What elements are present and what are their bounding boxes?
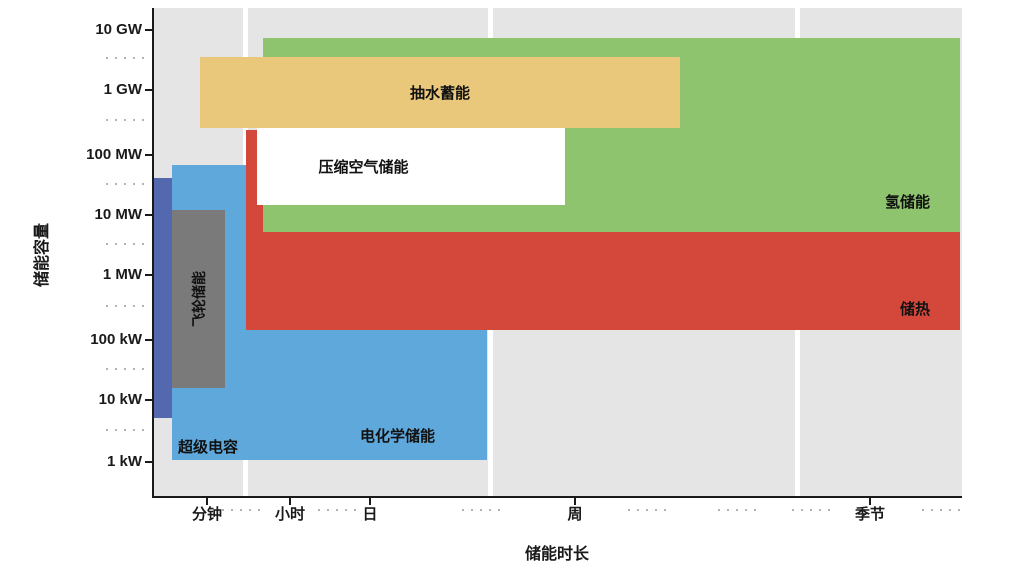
minor-tick-marks — [318, 509, 356, 511]
minor-tick-marks — [222, 509, 260, 511]
x-tick — [206, 498, 208, 505]
y-tick-label: 10 kW — [98, 391, 142, 408]
x-tick-label: 日 — [362, 506, 378, 523]
minor-tick-marks — [106, 57, 144, 59]
x-tick-label: 分钟 — [191, 506, 222, 523]
x-tick-label: 周 — [567, 506, 583, 523]
y-tick — [145, 214, 152, 216]
y-tick-label: 10 GW — [95, 21, 142, 38]
minor-tick-marks — [106, 429, 144, 431]
region-label-electrochemical: 电化学储能 — [360, 428, 436, 445]
x-tick — [369, 498, 371, 505]
minor-tick-marks — [462, 509, 500, 511]
region-caes: 压缩空气储能 — [257, 128, 565, 205]
x-tick — [574, 498, 576, 505]
minor-tick-marks — [106, 183, 144, 185]
y-tick — [145, 154, 152, 156]
plot-area: 电化学储能 储热 氢储能 抽水蓄能 压缩空气储能 飞轮储能 超级电容 — [152, 8, 962, 498]
x-tick-label: 季节 — [854, 506, 885, 523]
y-tick-label: 1 GW — [103, 81, 142, 98]
region-flywheel: 飞轮储能 — [172, 210, 225, 388]
region-label-pumped-hydro: 抽水蓄能 — [409, 85, 470, 102]
minor-tick-marks — [718, 509, 756, 511]
y-tick-label: 100 kW — [90, 331, 142, 348]
region-pumped-hydro: 抽水蓄能 — [200, 57, 680, 128]
x-tick — [289, 498, 291, 505]
minor-tick-marks — [106, 119, 144, 121]
y-tick-label: 1 MW — [102, 266, 142, 283]
region-label-thermal: 储热 — [899, 301, 930, 318]
region-label-caes: 压缩空气储能 — [318, 159, 409, 176]
x-tick — [869, 498, 871, 505]
x-tick-label: 小时 — [274, 506, 305, 523]
region-label-hydrogen: 氢储能 — [884, 194, 930, 211]
y-tick — [145, 29, 152, 31]
y-tick-label: 10 MW — [94, 206, 142, 223]
minor-tick-marks — [922, 509, 960, 511]
y-tick-label: 1 kW — [106, 453, 142, 470]
y-tick — [145, 339, 152, 341]
y-tick — [145, 274, 152, 276]
y-axis-title: 储能容量 — [34, 223, 51, 288]
minor-tick-marks — [106, 368, 144, 370]
minor-tick-marks — [106, 243, 144, 245]
minor-tick-marks — [106, 305, 144, 307]
y-tick — [145, 461, 152, 463]
region-label-supercapacitor: 超级电容 — [178, 439, 239, 456]
flywheel-label-wrap: 飞轮储能 — [172, 210, 225, 388]
y-tick-label: 100 MW — [86, 146, 142, 163]
minor-tick-marks — [628, 509, 666, 511]
region-supercapacitor — [154, 178, 172, 418]
x-axis-title: 储能时长 — [524, 546, 589, 563]
region-label-flywheel: 飞轮储能 — [190, 271, 207, 327]
y-tick — [145, 399, 152, 401]
y-tick — [145, 89, 152, 91]
minor-tick-marks — [792, 509, 830, 511]
